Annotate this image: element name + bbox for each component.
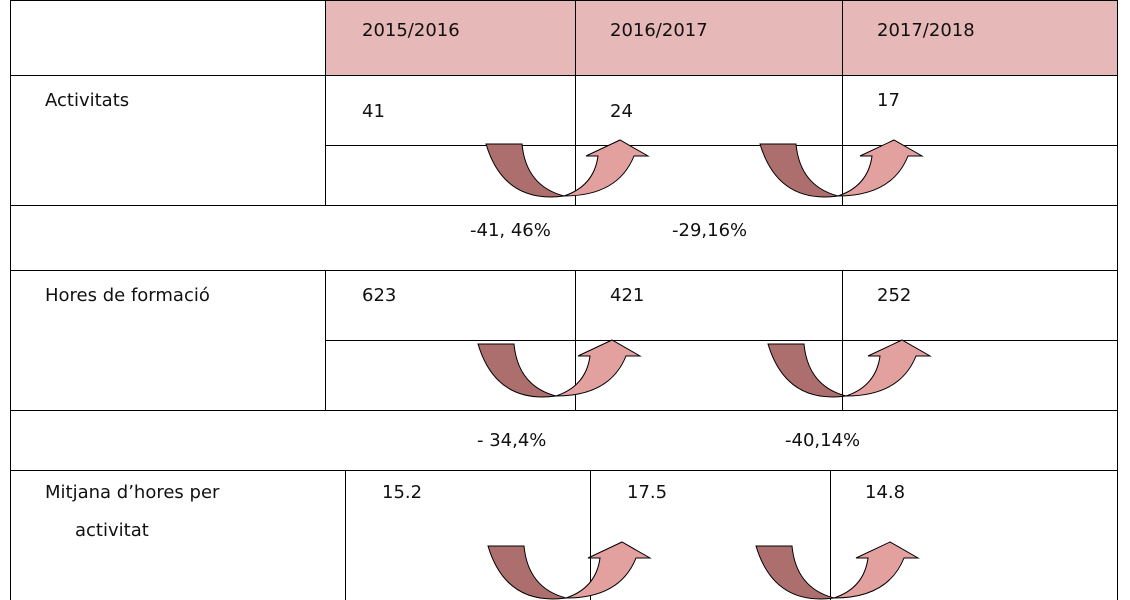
rule [325, 0, 326, 205]
header-text: 2016/2017 [610, 20, 708, 41]
change-arrow [477, 339, 641, 398]
rule [325, 270, 326, 410]
rule [10, 270, 1118, 271]
rule [325, 145, 1118, 146]
change-arrow [759, 139, 923, 198]
cell-value: 41 [362, 101, 385, 122]
row-label: Hores de formació [45, 285, 210, 306]
change-arrow [755, 541, 919, 600]
change-value: - 34,4% [477, 430, 547, 451]
rule [1117, 0, 1118, 600]
header-text: 2015/2016 [362, 20, 460, 41]
rule [590, 470, 591, 600]
rule [575, 270, 576, 410]
cell-value: 15.2 [382, 482, 423, 503]
cell-value: 17.5 [627, 482, 668, 503]
change-value: -40,14% [785, 430, 861, 451]
rule [842, 0, 843, 205]
rule [325, 340, 1118, 341]
change-arrow [485, 139, 649, 198]
header-text: 2017/2018 [877, 20, 975, 41]
cell-value: 14.8 [865, 482, 906, 503]
cell-value: 623 [362, 285, 397, 306]
header-cell [325, 1, 1117, 75]
row-label: Activitats [45, 90, 130, 111]
rule [842, 270, 843, 410]
rule [10, 205, 1118, 206]
rule [830, 470, 831, 600]
cell-value: 421 [610, 285, 645, 306]
rule [345, 470, 346, 600]
rule [10, 75, 1118, 76]
rule [575, 0, 576, 205]
rule [10, 410, 1118, 411]
change-arrow [487, 541, 651, 600]
cell-value: 252 [877, 285, 912, 306]
cell-value: 17 [877, 90, 900, 111]
cell-value: 24 [610, 101, 633, 122]
rule [10, 470, 1118, 471]
change-arrow [767, 339, 931, 398]
change-value: -29,16% [672, 220, 748, 241]
rule [10, 0, 11, 600]
row-label: Mitjana d’hores per [45, 482, 220, 503]
row-label: activitat [75, 520, 149, 541]
change-value: -41, 46% [470, 220, 551, 241]
rule [10, 0, 1118, 1]
